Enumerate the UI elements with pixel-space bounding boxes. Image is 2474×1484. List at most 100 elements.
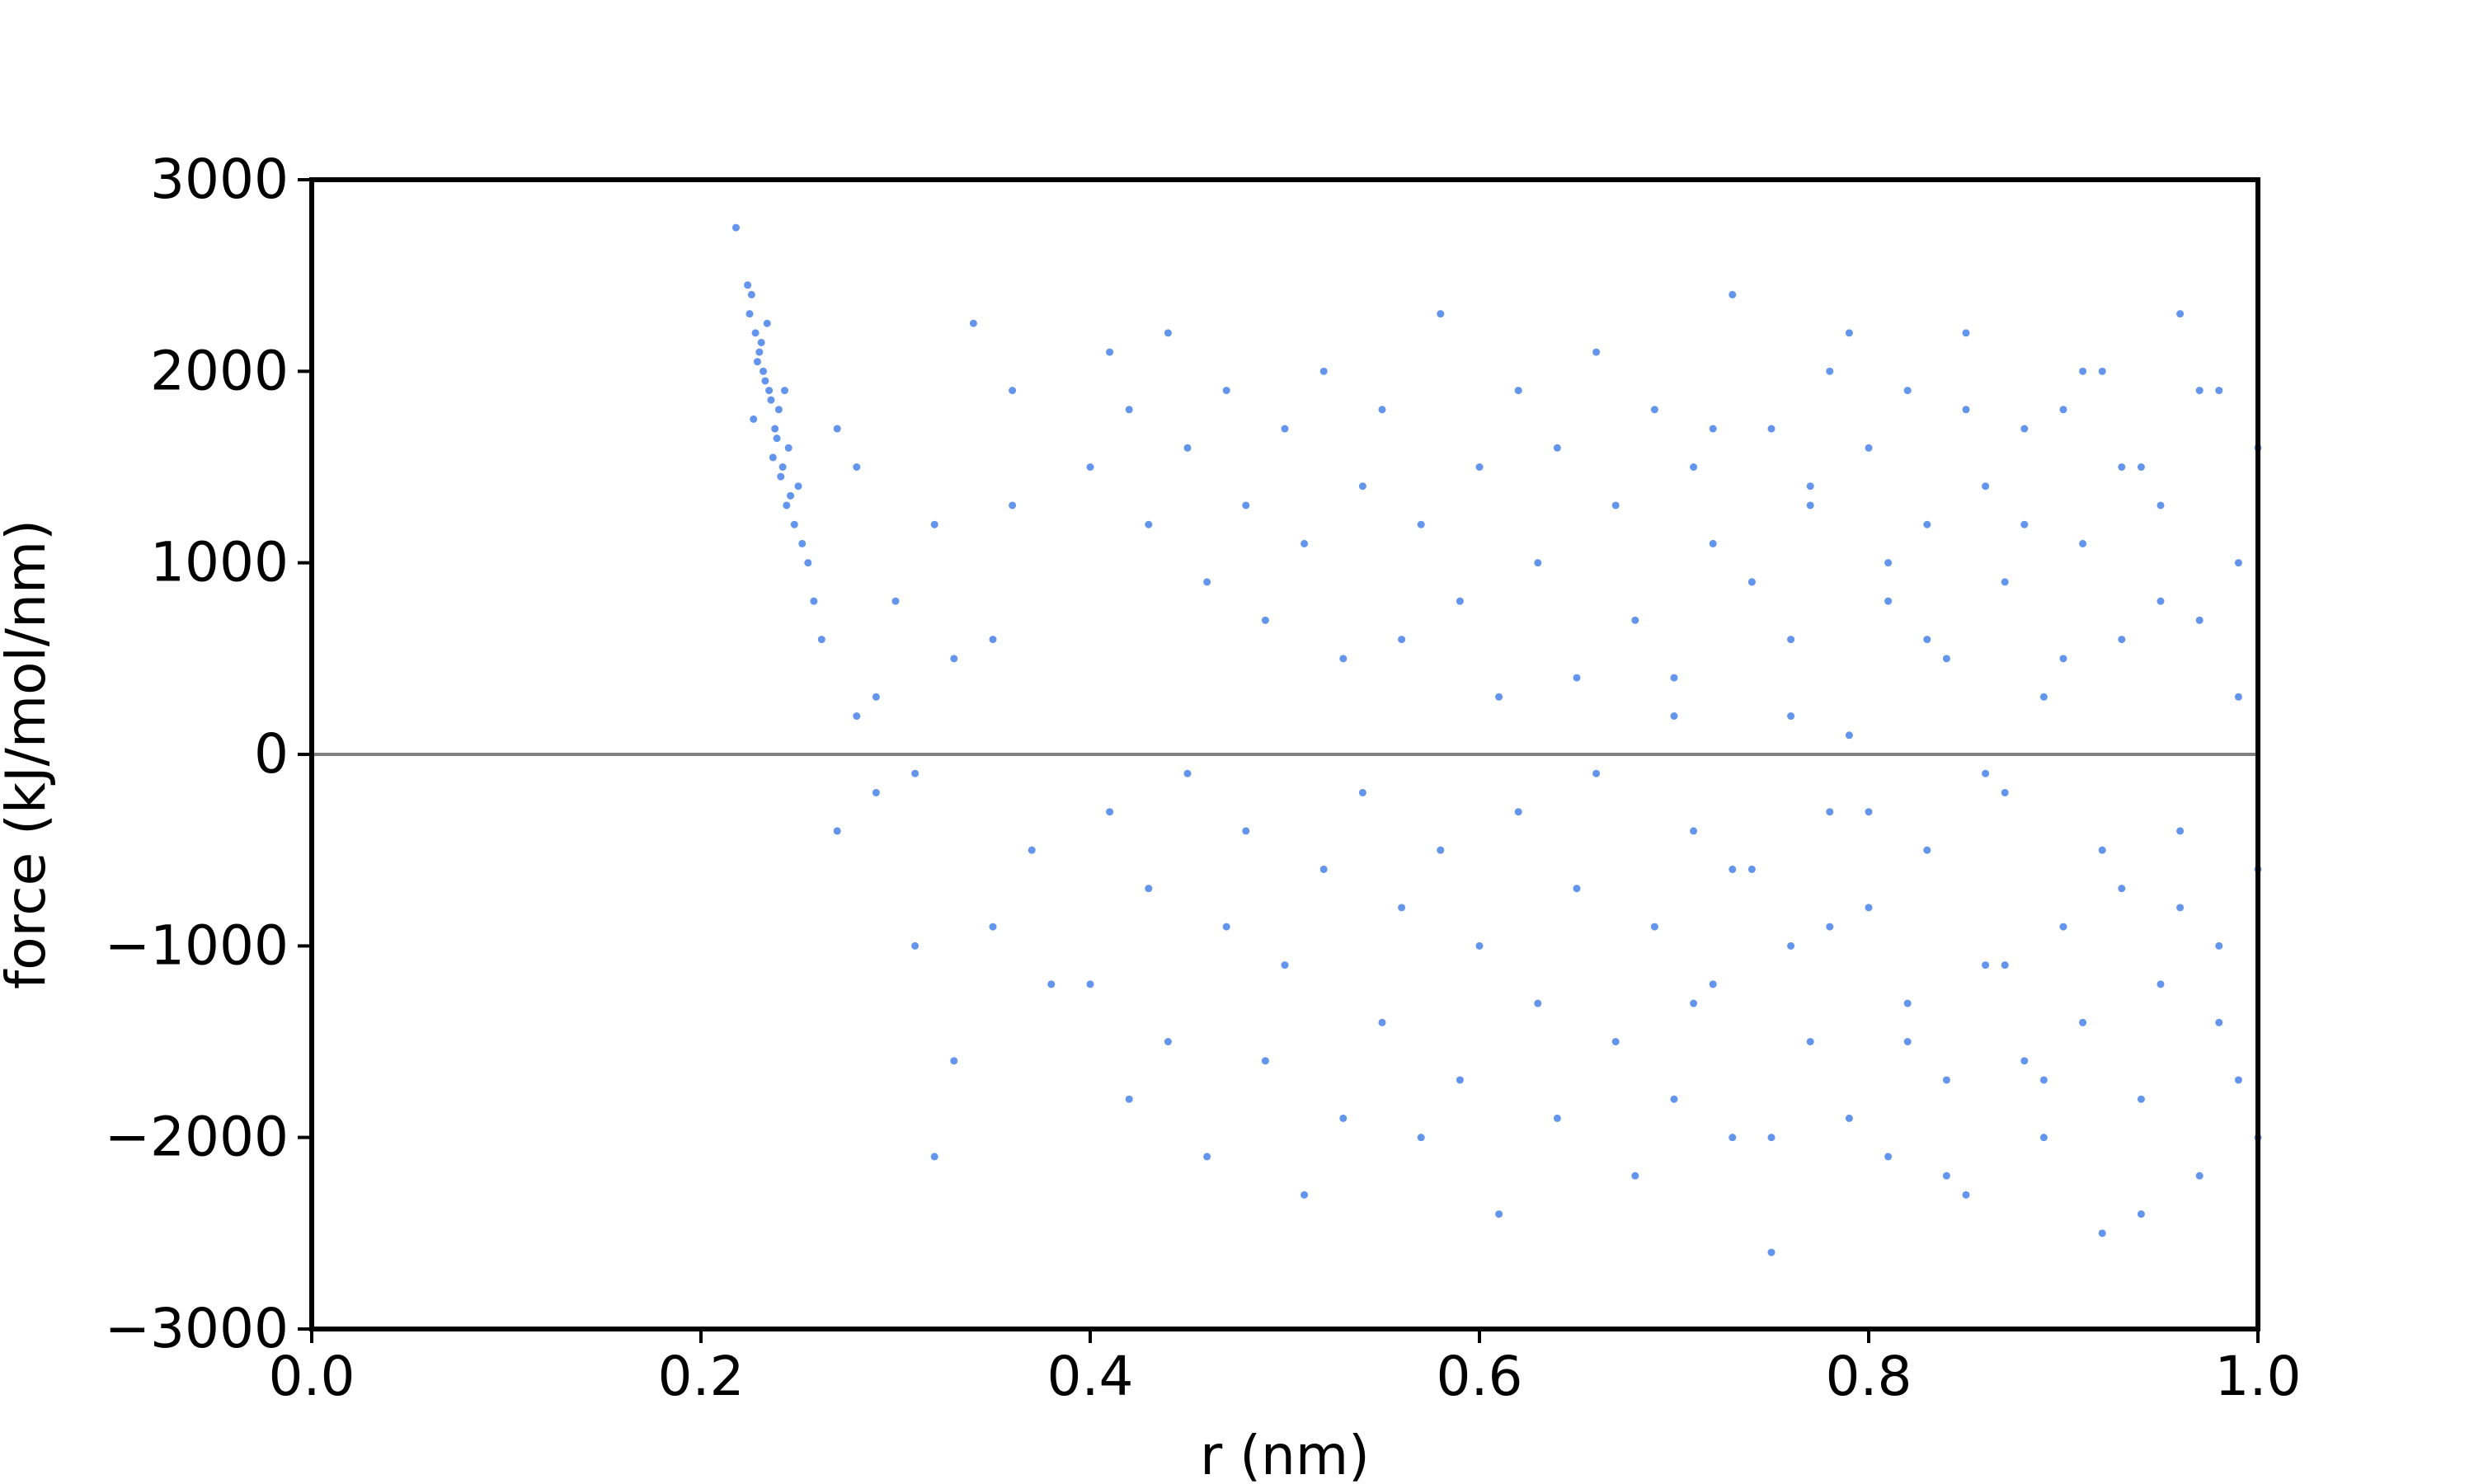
data-point xyxy=(1086,980,1094,989)
data-point xyxy=(2020,425,2029,433)
data-point xyxy=(1358,482,1366,491)
data-point xyxy=(1942,1172,1950,1180)
data-point xyxy=(2176,827,2185,835)
data-point xyxy=(1709,425,1717,433)
data-point xyxy=(1495,693,1503,701)
data-point xyxy=(1145,520,1153,528)
data-point xyxy=(989,636,997,644)
data-point xyxy=(1592,769,1601,777)
data-point xyxy=(2079,539,2087,547)
data-point xyxy=(1145,885,1153,893)
data-point xyxy=(760,367,768,375)
data-point xyxy=(1670,712,1678,721)
data-point xyxy=(2020,1057,2029,1065)
data-point xyxy=(1611,501,1620,510)
data-point xyxy=(1865,444,1873,452)
data-point xyxy=(2039,1134,2048,1142)
data-point xyxy=(755,348,764,356)
data-point xyxy=(2020,520,2029,528)
data-point xyxy=(1009,501,1017,510)
data-point xyxy=(911,942,920,950)
data-point xyxy=(810,597,818,605)
data-point xyxy=(1553,444,1561,452)
data-point xyxy=(1086,463,1094,471)
data-point xyxy=(1553,1114,1561,1122)
data-point xyxy=(2215,1018,2223,1026)
data-point xyxy=(1826,367,1834,375)
data-point xyxy=(930,520,938,528)
data-point xyxy=(769,453,777,462)
data-point xyxy=(1242,501,1250,510)
data-point xyxy=(780,387,788,395)
data-point xyxy=(1729,865,1737,873)
data-point xyxy=(2176,904,2185,912)
data-point xyxy=(2215,387,2223,395)
data-point xyxy=(1378,406,1386,414)
data-point xyxy=(2234,693,2242,701)
x-tick-label: 1.0 xyxy=(2215,1345,2302,1408)
data-point xyxy=(773,434,781,443)
data-point xyxy=(745,310,754,318)
y-tick-label: 3000 xyxy=(150,148,289,211)
x-axis-label: r (nm) xyxy=(1200,1424,1370,1484)
data-point xyxy=(1806,482,1814,491)
data-point xyxy=(1339,1114,1348,1122)
data-point xyxy=(777,472,785,481)
data-point xyxy=(2039,693,2048,701)
data-point xyxy=(1203,578,1211,586)
data-point xyxy=(1826,808,1834,816)
data-point xyxy=(794,482,802,491)
data-point xyxy=(1923,520,1931,528)
data-point xyxy=(1826,923,1834,931)
data-point xyxy=(2157,597,2165,605)
data-point xyxy=(1183,769,1192,777)
data-point xyxy=(853,463,861,471)
y-tick-label: −2000 xyxy=(105,1106,289,1169)
data-point xyxy=(1884,1153,1893,1161)
data-point xyxy=(757,338,765,346)
data-point xyxy=(872,693,880,701)
data-point xyxy=(1923,636,1931,644)
data-point xyxy=(1222,923,1230,931)
data-point xyxy=(1437,310,1445,318)
data-point xyxy=(1787,636,1795,644)
data-point xyxy=(1300,1190,1309,1199)
data-point xyxy=(817,636,825,644)
data-point xyxy=(911,769,920,777)
data-point xyxy=(1787,942,1795,950)
data-point xyxy=(744,281,752,289)
y-tick-label: 2000 xyxy=(150,339,289,402)
data-point xyxy=(1358,788,1366,796)
y-tick-label: 0 xyxy=(254,722,289,786)
y-axis-label: force (kJ/mol/nm) xyxy=(0,519,58,989)
data-point xyxy=(2001,578,2009,586)
data-point xyxy=(891,597,900,605)
data-point xyxy=(1437,846,1445,854)
data-point xyxy=(1690,827,1698,835)
data-point xyxy=(1203,1153,1211,1161)
data-point xyxy=(1845,731,1853,740)
data-point xyxy=(1514,808,1522,816)
data-point xyxy=(1106,348,1114,356)
data-point xyxy=(1514,387,1522,395)
data-point xyxy=(1903,999,1912,1007)
data-point xyxy=(1319,367,1328,375)
data-point xyxy=(1767,1248,1776,1256)
data-point xyxy=(853,712,861,721)
data-point xyxy=(1650,923,1658,931)
data-point xyxy=(1884,597,1893,605)
data-point xyxy=(930,1153,938,1161)
data-point xyxy=(1806,1038,1814,1045)
data-point xyxy=(1398,636,1406,644)
data-point xyxy=(1611,1038,1620,1045)
data-point xyxy=(2079,1018,2087,1026)
data-point xyxy=(1534,999,1542,1007)
data-point xyxy=(1709,980,1717,989)
data-point xyxy=(2176,310,2185,318)
data-point xyxy=(1962,406,1970,414)
data-point xyxy=(731,223,740,232)
data-point xyxy=(2039,1076,2048,1084)
data-point xyxy=(798,539,807,547)
data-point xyxy=(1378,1018,1386,1026)
data-point xyxy=(1670,674,1678,682)
